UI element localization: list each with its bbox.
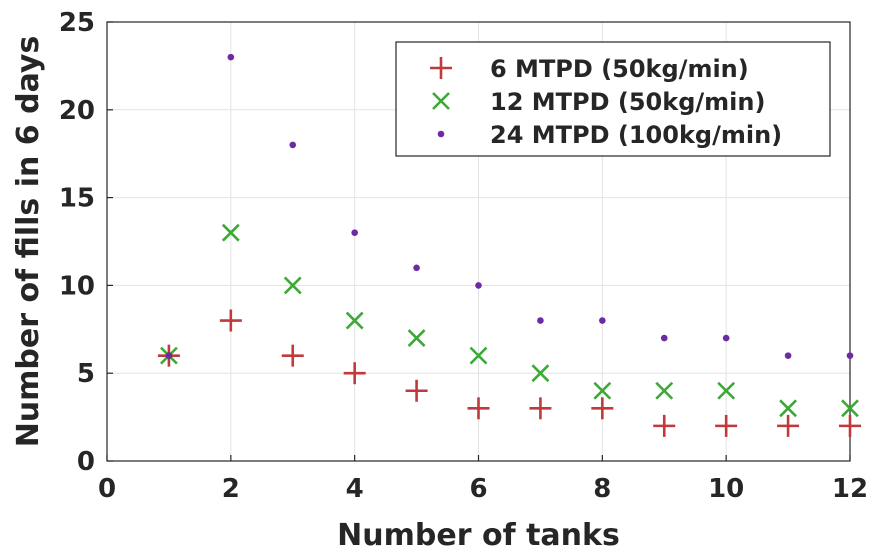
y-tick-label-3: 15 <box>59 184 95 214</box>
x-tick-label-5: 10 <box>708 474 744 504</box>
point-s2-8 <box>593 381 612 400</box>
point-s1-2 <box>219 309 242 332</box>
x-tick-label-3: 6 <box>469 474 487 504</box>
point-s1-12 <box>839 414 861 437</box>
legend-label-3: 24 MTPD (100kg/min) <box>490 121 782 149</box>
point-s2-9 <box>655 381 674 400</box>
y-axis-label: Number of fills in 6 days <box>11 36 46 448</box>
point-s1-7 <box>529 397 552 420</box>
point-s3-5 <box>413 264 420 272</box>
point-s1-8 <box>591 397 614 420</box>
legend-item-2: 12 MTPD (50kg/min) <box>432 88 765 116</box>
point-s3-7 <box>537 317 544 324</box>
series-3 <box>165 53 854 359</box>
point-s1-10 <box>715 414 738 437</box>
y-tick-label-1: 5 <box>77 359 95 389</box>
legend-marker-3 <box>437 130 445 138</box>
point-s1-3 <box>281 344 304 367</box>
point-s3-11 <box>784 352 792 359</box>
x-axis-label: Number of tanks <box>337 518 620 553</box>
legend-marker-1 <box>430 57 452 79</box>
series-2 <box>159 223 859 418</box>
y-tick-label-5: 25 <box>59 8 95 38</box>
point-s2-11 <box>779 399 798 418</box>
legend: 6 MTPD (50kg/min) 12 MTPD (50kg/min) 24 MT… <box>395 41 831 157</box>
x-axis-ticks: 0 2 4 6 8 10 12 <box>98 455 868 504</box>
point-s2-12 <box>841 399 859 418</box>
point-s3-2 <box>227 53 235 61</box>
point-s3-9 <box>660 334 668 342</box>
point-s1-11 <box>777 414 800 437</box>
legend-marker-2 <box>432 92 450 110</box>
legend-item-3: 24 MTPD (100kg/min) <box>437 121 782 149</box>
point-s2-3 <box>283 276 302 295</box>
point-s1-4 <box>343 362 366 385</box>
point-s3-6 <box>475 282 482 289</box>
point-s3-4 <box>351 229 358 237</box>
point-s2-6 <box>469 346 488 365</box>
point-s3-1 <box>165 352 173 359</box>
legend-label-2: 12 MTPD (50kg/min) <box>490 88 765 116</box>
point-s3-3 <box>289 141 297 149</box>
point-s3-12 <box>846 352 854 359</box>
x-tick-label-1: 2 <box>222 474 240 504</box>
x-tick-label-6: 12 <box>832 474 868 504</box>
point-s3-8 <box>599 317 606 324</box>
x-tick-label-4: 8 <box>593 474 611 504</box>
point-s2-4 <box>345 311 364 330</box>
x-tick-label-2: 4 <box>346 474 364 504</box>
point-s1-5 <box>405 379 428 402</box>
point-s2-5 <box>407 329 426 347</box>
y-tick-label-0: 0 <box>77 447 95 477</box>
point-s2-2 <box>221 223 240 242</box>
x-tick-label-0: 0 <box>98 474 116 504</box>
point-s1-9 <box>653 414 676 437</box>
legend-item-1: 6 MTPD (50kg/min) <box>430 55 749 83</box>
legend-box <box>395 41 831 157</box>
point-s2-10 <box>717 381 736 400</box>
legend-label-1: 6 MTPD (50kg/min) <box>490 55 749 83</box>
point-s3-10 <box>722 334 730 342</box>
point-s2-7 <box>531 364 550 383</box>
y-tick-label-4: 20 <box>59 96 95 126</box>
point-s1-6 <box>467 397 490 420</box>
data-points <box>157 53 861 437</box>
y-axis-ticks: 0 5 10 15 20 25 <box>59 8 113 477</box>
y-tick-label-2: 10 <box>59 271 95 301</box>
